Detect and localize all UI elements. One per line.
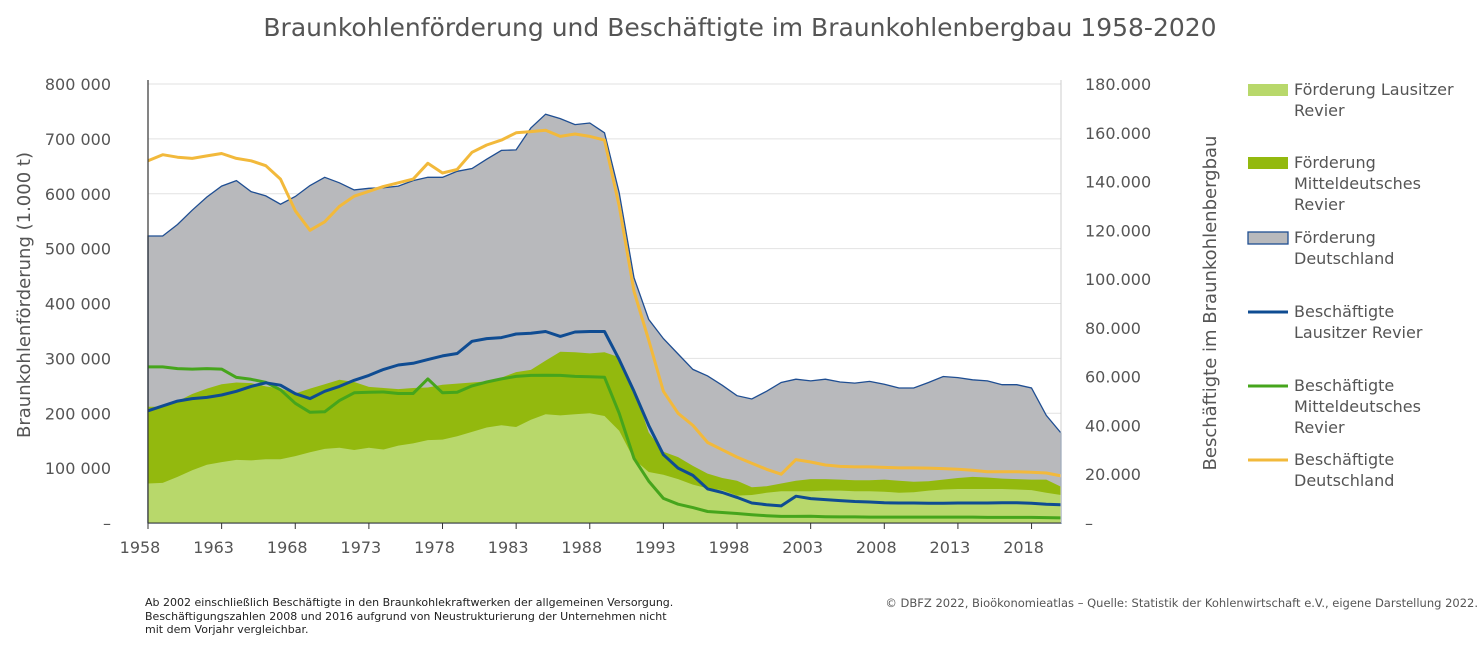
legend-item: Beschäftigte Deutschland — [1248, 450, 1394, 490]
x-tick-label: 2003 — [782, 538, 823, 557]
y-right-tick-label: 140.000 — [1085, 173, 1151, 192]
legend-item: Förderung Lausitzer Revier — [1248, 80, 1454, 120]
line-beschaeftigte-lausitz — [147, 330, 1062, 508]
x-tick-label: 1958 — [120, 538, 161, 557]
x-tick-label: 1963 — [193, 538, 234, 557]
footnote-line: Beschäftigungszahlen 2008 und 2016 aufgr… — [145, 609, 667, 623]
legend-label: Deutschland — [1294, 471, 1394, 490]
legend-label: Revier — [1294, 418, 1345, 437]
legend-label: Förderung — [1294, 153, 1376, 172]
y-left-tick-label: 300 000 — [45, 349, 111, 368]
x-tick-label: 1998 — [709, 538, 750, 557]
y-left-tick-label: 200 000 — [45, 404, 111, 423]
legend-item: Beschäftigte Lausitzer Revier — [1248, 302, 1423, 342]
legend-label: Revier — [1294, 101, 1345, 120]
line-series — [147, 128, 1062, 520]
legend-label: Mitteldeutsches — [1294, 174, 1421, 193]
legend-label: Förderung Lausitzer — [1294, 80, 1454, 99]
y-right-tick-label: 180.000 — [1085, 75, 1151, 94]
legend-label: Lausitzer Revier — [1294, 323, 1423, 342]
x-tick-label: 1978 — [414, 538, 455, 557]
x-tick-label: 1968 — [267, 538, 308, 557]
legend-swatch — [1248, 157, 1288, 169]
y-left-tick-label: 400 000 — [45, 295, 111, 314]
y-right-tick-label: 100.000 — [1085, 270, 1151, 289]
legend-label: Deutschland — [1294, 249, 1394, 268]
y-right-tick-label: – — [1085, 514, 1093, 533]
x-tick-label: 2013 — [930, 538, 971, 557]
legend-label: Beschäftigte — [1294, 302, 1394, 321]
footnote-line: mit dem Vorjahr vergleichbar. — [145, 623, 309, 636]
y-right-tick-label: 40.000 — [1085, 416, 1141, 435]
legend-label: Beschäftigte — [1294, 376, 1394, 395]
y-left-tick-label: 100 000 — [45, 459, 111, 478]
source-credit: © DBFZ 2022, Bioökonomieatlas – Quelle: … — [885, 596, 1478, 610]
y-right-tick-label: 80.000 — [1085, 319, 1141, 338]
line-beschaeftigte-deutschland — [147, 128, 1062, 478]
y-axis-right-label: Beschäftigte im Braunkohlenbergbau — [1200, 136, 1221, 471]
chart-title: Braunkohlenförderung und Beschäftigte im… — [263, 13, 1216, 42]
y-left-tick-label: 500 000 — [45, 240, 111, 259]
legend-item: Beschäftigte Mitteldeutsches Revier — [1248, 376, 1421, 437]
legend-swatch — [1247, 231, 1289, 245]
legend: Förderung Lausitzer Revier Förderung Mittel… — [1247, 80, 1454, 490]
y-right-tick-label: 60.000 — [1085, 368, 1141, 387]
y-right-tick-label: 120.000 — [1085, 221, 1151, 240]
y-axis-left-label: Braunkohlenförderung (1.000 t) — [14, 152, 35, 438]
y-right-tick-label: 160.000 — [1085, 124, 1151, 143]
legend-item: Förderung Mitteldeutsches Revier — [1248, 153, 1421, 214]
y-left-tick-label: 800 000 — [45, 75, 111, 94]
x-tick-label: 2018 — [1003, 538, 1044, 557]
area-foerderung-lausitz — [148, 413, 1061, 523]
y-left-tick-label: 700 000 — [45, 130, 111, 149]
legend-label: Beschäftigte — [1294, 450, 1394, 469]
legend-item: Förderung Deutschland — [1247, 228, 1394, 268]
x-tick-label: 1983 — [488, 538, 529, 557]
legend-swatch — [1248, 84, 1288, 96]
footnote-line: Ab 2002 einschließlich Beschäftigte in d… — [145, 596, 674, 609]
legend-label: Förderung — [1294, 228, 1376, 247]
x-tick-label: 2008 — [856, 538, 897, 557]
y-left-tick-label: 600 000 — [45, 185, 111, 204]
area-series — [147, 113, 1062, 524]
x-tick-label: 1973 — [341, 538, 382, 557]
legend-label: Mitteldeutsches — [1294, 397, 1421, 416]
y-left-tick-label: – — [103, 514, 111, 533]
y-right-tick-label: 20.000 — [1085, 465, 1141, 484]
line-beschaeftigte-mitteldeutschland — [148, 365, 1062, 520]
legend-label: Revier — [1294, 195, 1345, 214]
x-tick-label: 1993 — [635, 538, 676, 557]
x-tick-label: 1988 — [561, 538, 602, 557]
axes: – 100 000 200 000 300 000 400 000 500 000 600 … — [45, 75, 1151, 557]
footnote: Ab 2002 einschließlich Beschäftigte in d… — [145, 596, 745, 637]
